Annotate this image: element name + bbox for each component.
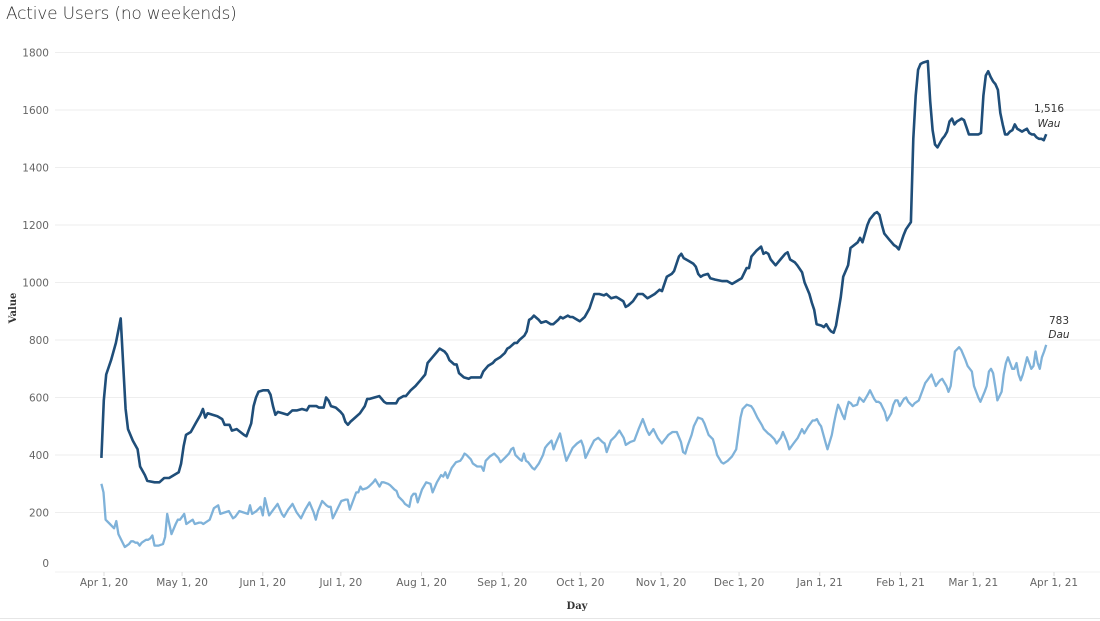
y-tick-label: 1600 xyxy=(22,105,49,117)
x-tick-label: Jun 1, 20 xyxy=(239,577,286,589)
x-tick-label: Mar 1, 21 xyxy=(948,577,998,589)
y-axis-title: Value xyxy=(8,293,19,325)
wau-series-line[interactable] xyxy=(100,59,1048,484)
x-tick-label: Sep 1, 20 xyxy=(477,577,527,589)
y-tick-label: 200 xyxy=(29,508,49,520)
y-tick-label: 1400 xyxy=(22,163,49,175)
x-tick-label: Apr 1, 20 xyxy=(80,577,128,589)
dau-end-value-label: 783 xyxy=(1049,315,1069,327)
x-axis-tick-labels: Apr 1, 20 May 1, 20 Jun 1, 20 Jul 1, 20 Aug … xyxy=(80,572,1078,589)
y-tick-label: 600 xyxy=(29,393,49,405)
gridlines xyxy=(55,52,1100,573)
x-tick-label: Dec 1, 20 xyxy=(714,577,764,589)
x-tick-label: Jul 1, 20 xyxy=(318,577,362,589)
y-tick-label: 1800 xyxy=(22,48,49,60)
y-tick-label: 0 xyxy=(42,558,49,570)
y-axis-tick-labels: 0 200 400 600 800 1000 1200 1400 1600 1800 xyxy=(22,48,49,571)
wau-end-series-label: Wau xyxy=(1038,118,1061,130)
y-tick-label: 400 xyxy=(29,450,49,462)
x-tick-label: Apr 1, 21 xyxy=(1030,577,1078,589)
x-tick-label: Aug 1, 20 xyxy=(396,577,447,589)
wau-end-value-label: 1,516 xyxy=(1034,103,1064,115)
dau-end-series-label: Dau xyxy=(1048,329,1070,341)
x-tick-label: May 1, 20 xyxy=(156,577,208,589)
x-tick-label: Nov 1, 20 xyxy=(636,577,687,589)
x-tick-label: Feb 1, 21 xyxy=(876,577,925,589)
y-tick-label: 800 xyxy=(29,335,49,347)
chart-title: Active Users (no weekends) xyxy=(6,4,237,24)
y-tick-label: 1000 xyxy=(22,278,49,290)
x-axis-title: Day xyxy=(567,601,589,612)
x-tick-label: Oct 1, 20 xyxy=(556,577,604,589)
frame-bottom-border xyxy=(0,618,1100,619)
y-tick-label: 1200 xyxy=(22,220,49,232)
dau-series-line[interactable] xyxy=(100,344,1048,549)
x-tick-label: Jan 1, 21 xyxy=(796,577,843,589)
